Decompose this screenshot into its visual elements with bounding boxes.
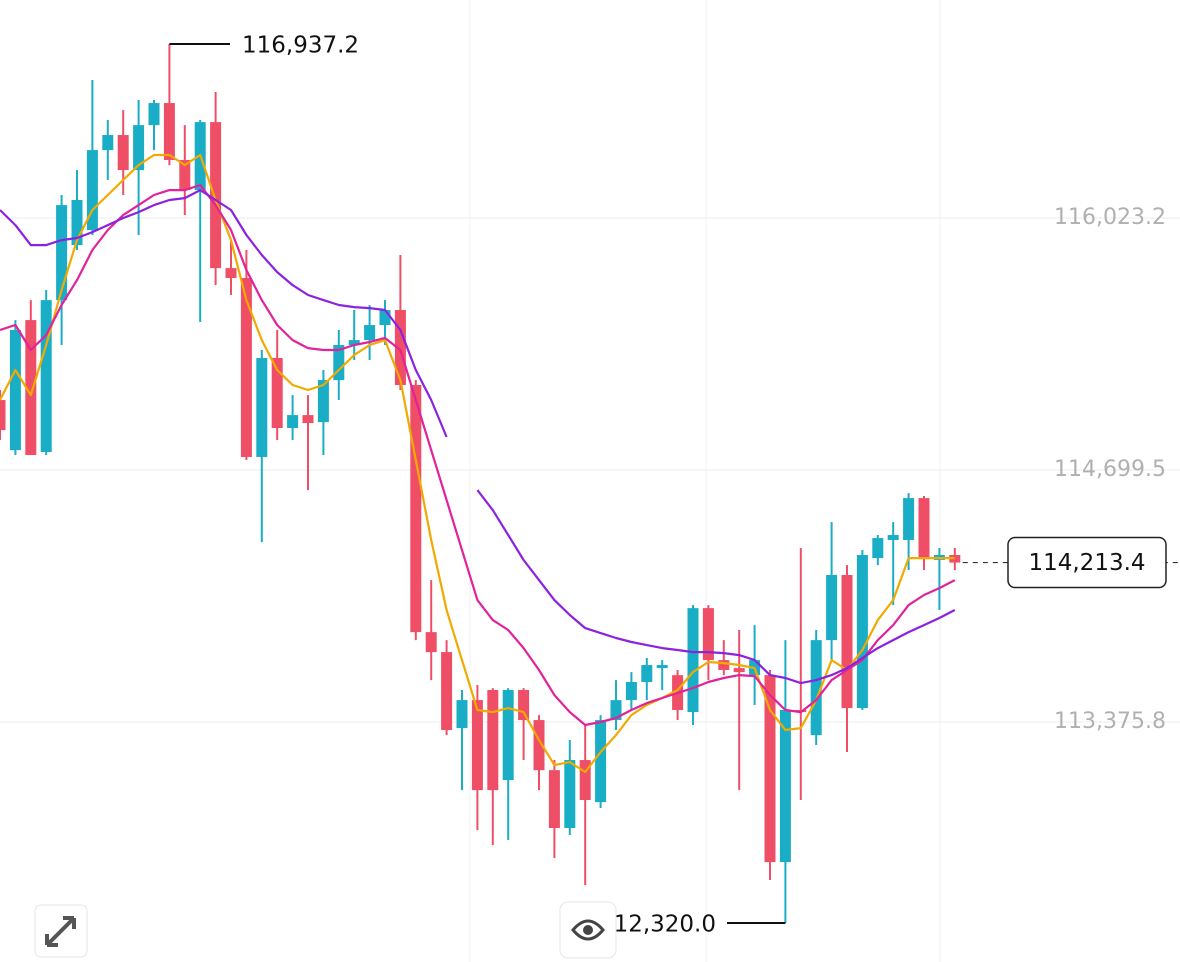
candle-body [810, 640, 822, 736]
plot: 116,023.2 114,699.5 113,375.8 116,937.2 112,… [0, 32, 1180, 938]
candle-body [487, 689, 499, 791]
candle-body [841, 574, 853, 709]
candle-body [117, 135, 129, 171]
candle-body [779, 709, 791, 863]
y-tick-label: 116,023.2 [1054, 205, 1166, 230]
candle-body [595, 720, 607, 803]
candle-body [333, 345, 345, 381]
candle-body [564, 760, 576, 829]
candle-body [441, 652, 453, 730]
candle-body [102, 135, 114, 151]
candle-body [302, 415, 314, 424]
candle-body [210, 122, 222, 269]
candle-body [133, 125, 145, 171]
candle-body [40, 300, 52, 453]
candle-body [148, 103, 160, 126]
candle-body [733, 668, 745, 673]
candle-body [579, 760, 591, 801]
candle-body [548, 770, 560, 829]
candle-body [471, 700, 483, 791]
candle-body [225, 268, 237, 279]
eye-pupil [583, 925, 593, 935]
candle-body [856, 555, 868, 709]
eye-icon [571, 919, 605, 941]
candle-body [179, 159, 191, 191]
candle-body [764, 675, 776, 863]
ma-line [0, 189, 956, 685]
candle-body [271, 357, 283, 429]
candle-body [918, 498, 930, 559]
expand-button[interactable] [34, 904, 88, 958]
candle-body [56, 205, 68, 301]
candle-body [518, 689, 530, 721]
candle-body [25, 320, 37, 456]
candle-body [394, 309, 406, 386]
candle-body [533, 720, 545, 771]
high-label: 116,937.2 [242, 32, 359, 58]
candle-body [826, 574, 838, 641]
y-tick-label: 114,699.5 [1054, 457, 1166, 482]
candle-body [240, 278, 252, 457]
eye-button[interactable] [559, 901, 617, 959]
candle-body [0, 400, 6, 431]
candle-body [625, 681, 637, 701]
candle-body [86, 150, 98, 231]
candle-body [887, 535, 899, 540]
candle-body [163, 103, 175, 160]
y-tick-label: 113,375.8 [1054, 709, 1166, 734]
vertical-grid [469, 0, 941, 962]
candle-body [71, 199, 83, 246]
candle-body [656, 665, 668, 669]
low-label: 112,320.0 [599, 912, 716, 938]
candle-body [256, 357, 268, 457]
candle-body [502, 689, 514, 781]
candle-body [718, 660, 730, 670]
last-price-label: 114,213.4 [1028, 550, 1145, 576]
candle-body [872, 538, 884, 559]
candle-body [364, 325, 376, 341]
candle-body [702, 608, 714, 661]
candle-body [348, 340, 360, 346]
candle-body [287, 415, 299, 429]
candle-body [641, 665, 653, 682]
candle-body [456, 700, 468, 729]
candle-body [687, 608, 699, 713]
ma-line [0, 184, 956, 727]
expand-icon [45, 916, 76, 947]
candle-body [379, 309, 391, 326]
candle-body [610, 700, 622, 721]
last-price-box [1007, 536, 1167, 589]
candle-body [903, 498, 915, 540]
candle-body [9, 329, 21, 451]
candle-body [425, 632, 437, 653]
candle-body [410, 385, 422, 633]
candle-body [317, 380, 329, 423]
ma-line [0, 153, 955, 774]
